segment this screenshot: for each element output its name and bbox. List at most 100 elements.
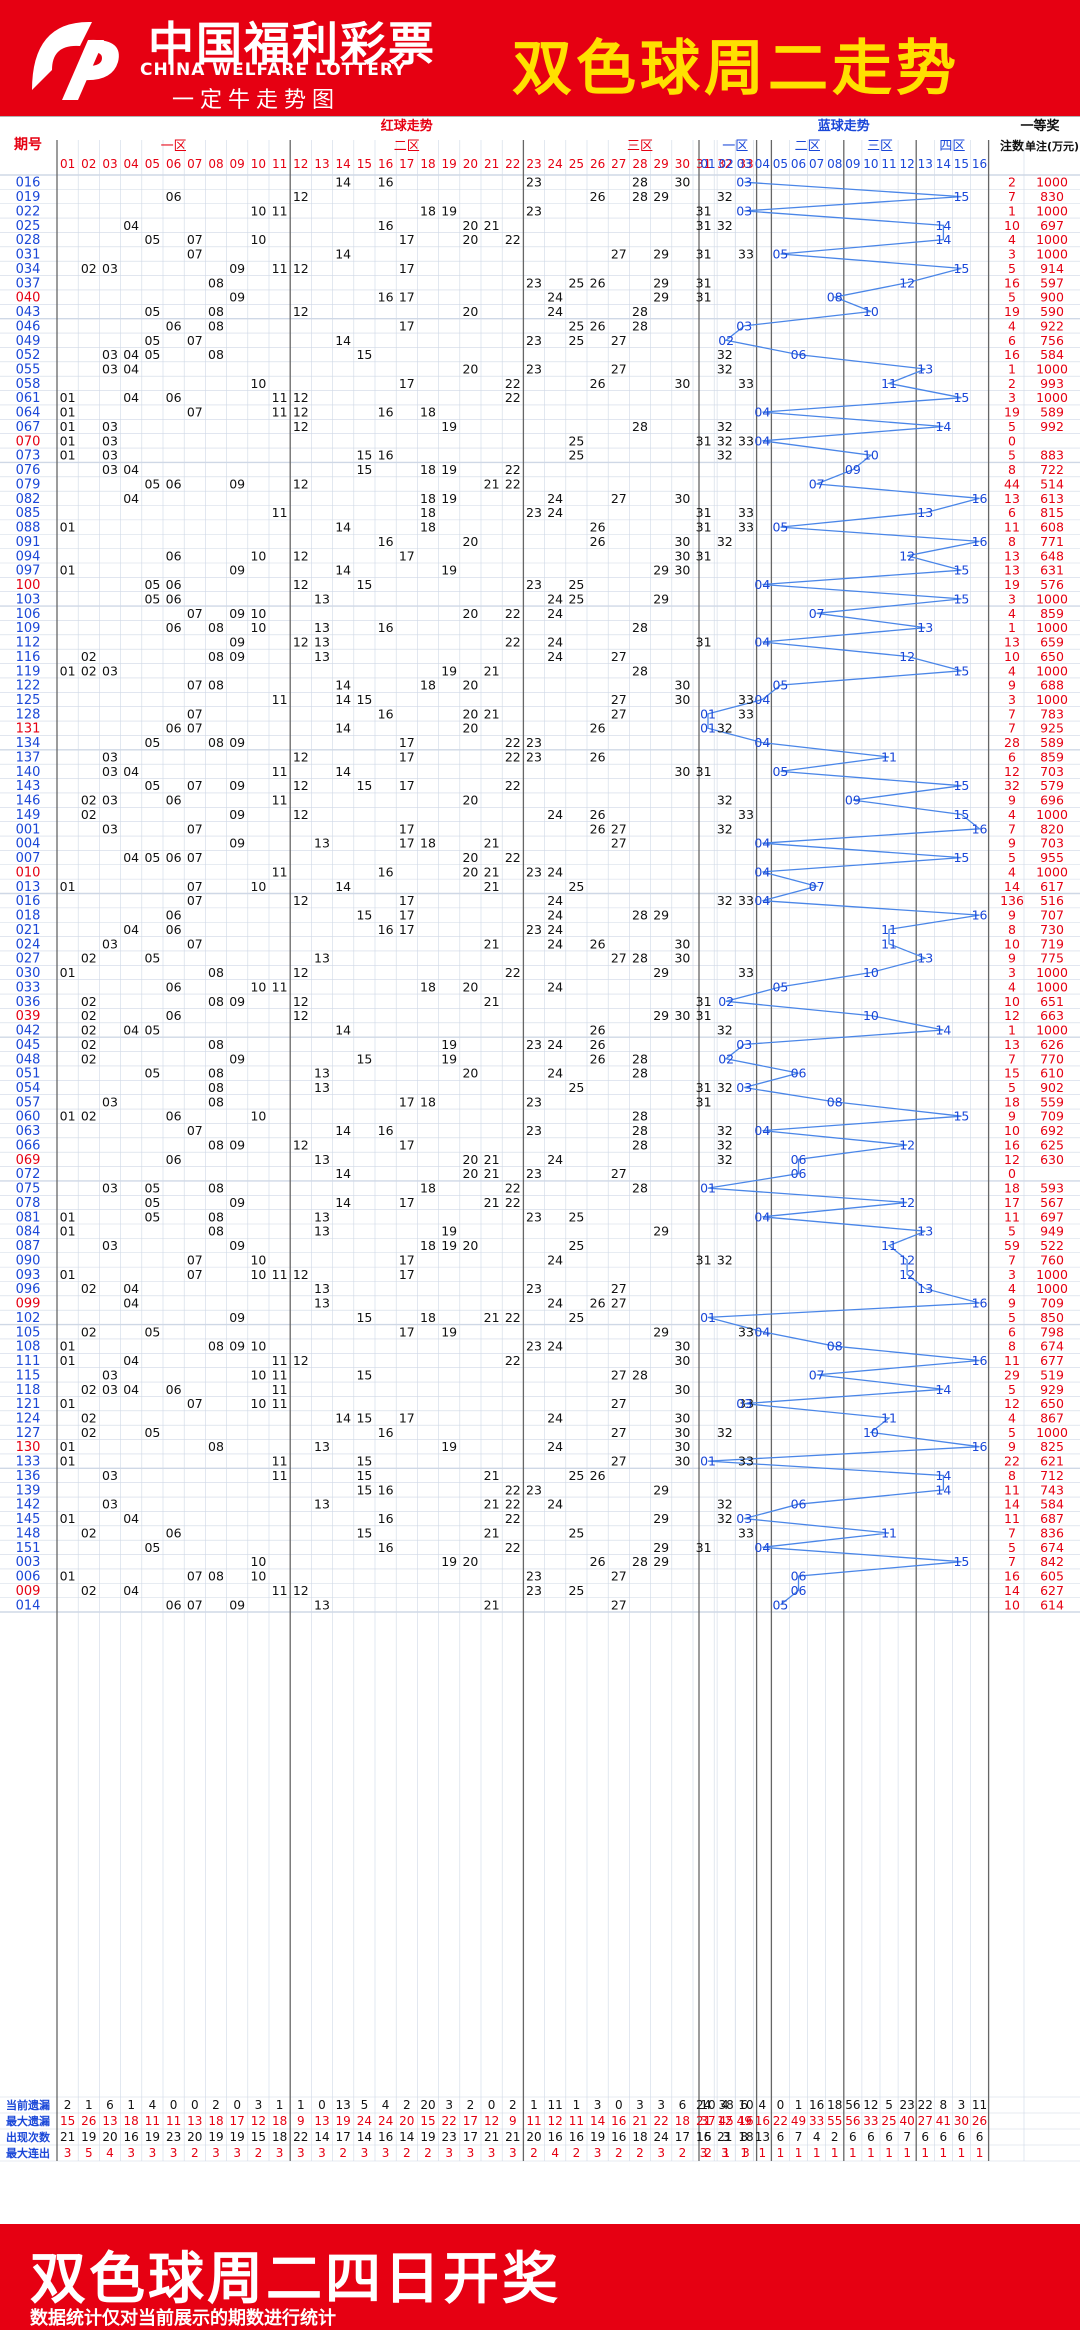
red-ball-cell: 25 [568, 1209, 584, 1224]
red-ball-cell: 15 [356, 692, 372, 707]
blue-ball-cell: 09 [845, 462, 861, 477]
red-ball-cell: 05 [144, 333, 160, 348]
stat-red-value: 12 [251, 2114, 266, 2128]
red-ball-cell: 32 [717, 1023, 733, 1038]
prize-count-cell: 4 [1008, 1411, 1016, 1426]
red-ball-cell: 24 [547, 936, 563, 951]
prize-amount-cell: 617 [1040, 879, 1064, 894]
blue-ball-cell: 01 [700, 1181, 716, 1196]
red-ball-cell: 03 [102, 764, 118, 779]
red-ball-cell: 27 [611, 951, 627, 966]
prize-count-cell: 12 [1004, 1152, 1020, 1167]
red-ball-cell: 12 [293, 1353, 309, 1368]
issue-cell: 030 [16, 966, 41, 981]
red-ball-cell: 17 [399, 261, 415, 276]
stat-red-value: 16 [569, 2130, 584, 2144]
red-ball-cell: 30 [674, 1382, 690, 1397]
issue-cell: 093 [16, 1268, 41, 1283]
stat-blue-value: 22 [773, 2114, 788, 2128]
prize-amount-cell: 1000 [1036, 620, 1068, 635]
prize-count-cell: 32 [1004, 778, 1020, 793]
red-ball-cell: 19 [441, 1224, 457, 1239]
blue-number-header: 16 [972, 157, 987, 171]
red-ball-cell: 28 [632, 1181, 648, 1196]
red-ball-cell: 15 [356, 1367, 372, 1382]
prize-count-cell: 19 [1004, 577, 1020, 592]
blue-ball-cell: 06 [791, 1166, 807, 1181]
red-ball-cell: 16 [378, 1482, 394, 1497]
red-ball-cell: 31 [696, 218, 712, 233]
stat-red-value: 18 [208, 2114, 223, 2128]
red-ball-cell: 03 [102, 936, 118, 951]
red-ball-cell: 19 [441, 1037, 457, 1052]
stat-red-value: 15 [60, 2114, 75, 2128]
blue-ball-cell: 12 [899, 649, 915, 664]
red-ball-cell: 09 [229, 563, 245, 578]
red-ball-cell: 21 [484, 663, 500, 678]
red-ball-cell: 03 [102, 1181, 118, 1196]
red-ball-cell: 19 [441, 563, 457, 578]
red-ball-cell: 08 [208, 304, 224, 319]
red-ball-cell: 04 [123, 361, 139, 376]
red-ball-cell: 27 [611, 1281, 627, 1296]
red-ball-cell: 13 [314, 951, 330, 966]
red-ball-cell: 24 [547, 649, 563, 664]
red-ball-cell: 27 [611, 247, 627, 262]
issue-cell: 105 [16, 1325, 41, 1340]
red-ball-cell: 24 [547, 922, 563, 937]
red-ball-cell: 15 [356, 577, 372, 592]
issue-cell: 075 [16, 1182, 41, 1197]
red-ball-cell: 23 [526, 922, 542, 937]
issue-cell: 091 [16, 535, 41, 550]
red-ball-cell: 04 [123, 462, 139, 477]
prize-amount-cell: 630 [1040, 1152, 1064, 1167]
stat-label: 当前遗漏 [6, 2098, 50, 2112]
red-ball-cell: 31 [696, 1008, 712, 1023]
red-ball-cell: 32 [717, 821, 733, 836]
stat-red-value: 3 [212, 2146, 220, 2160]
red-number-header: 20 [463, 157, 478, 171]
stat-red-value: 20 [420, 2098, 435, 2112]
red-ball-cell: 20 [462, 678, 478, 693]
prize-amount-cell: 914 [1040, 261, 1064, 276]
issue-cell: 049 [16, 334, 41, 349]
red-ball-cell: 22 [505, 1482, 521, 1497]
footer-title: 双色球周二四日开奖 [30, 2247, 561, 2312]
stat-blue-value: 6 [958, 2130, 966, 2144]
red-ball-cell: 29 [653, 1540, 669, 1555]
stat-red-value: 5 [361, 2098, 369, 2112]
blue-ball-cell: 03 [736, 1396, 752, 1411]
red-ball-cell: 06 [166, 390, 182, 405]
issue-cell: 106 [16, 607, 41, 622]
prize-amount-cell: 771 [1040, 534, 1064, 549]
issue-cell: 090 [16, 1253, 41, 1268]
blue-number-header: 12 [900, 157, 915, 171]
red-ball-cell: 27 [611, 1425, 627, 1440]
red-number-header: 01 [60, 157, 75, 171]
stat-red-value: 19 [230, 2130, 245, 2144]
red-ball-cell: 20 [462, 606, 478, 621]
page-title: 双色球周二走势 [512, 34, 960, 104]
issue-cell: 036 [16, 995, 41, 1010]
issue-header: 期号 [14, 137, 42, 153]
red-ball-cell: 09 [229, 1238, 245, 1253]
red-ball-cell: 07 [187, 232, 203, 247]
red-ball-cell: 30 [674, 175, 690, 190]
red-ball-cell: 33 [738, 1525, 754, 1540]
red-ball-cell: 09 [229, 807, 245, 822]
red-ball-cell: 10 [250, 1569, 266, 1584]
red-ball-cell: 04 [123, 1281, 139, 1296]
stat-red-value: 4 [149, 2098, 157, 2112]
issue-cell: 085 [16, 506, 41, 521]
stat-blue-value: 2 [831, 2130, 839, 2144]
red-ball-cell: 30 [674, 936, 690, 951]
red-ball-cell: 24 [547, 1037, 563, 1052]
stat-blue-value: 41 [936, 2114, 951, 2128]
prize-amount-cell: 1000 [1036, 247, 1068, 262]
blue-ball-cell: 14 [935, 218, 951, 233]
stat-red-value: 18 [632, 2130, 647, 2144]
prize-amount-cell: 955 [1040, 850, 1064, 865]
prize-amount-cell: 674 [1040, 1339, 1064, 1354]
red-ball-cell: 30 [674, 1353, 690, 1368]
red-ball-cell: 32 [717, 1497, 733, 1512]
